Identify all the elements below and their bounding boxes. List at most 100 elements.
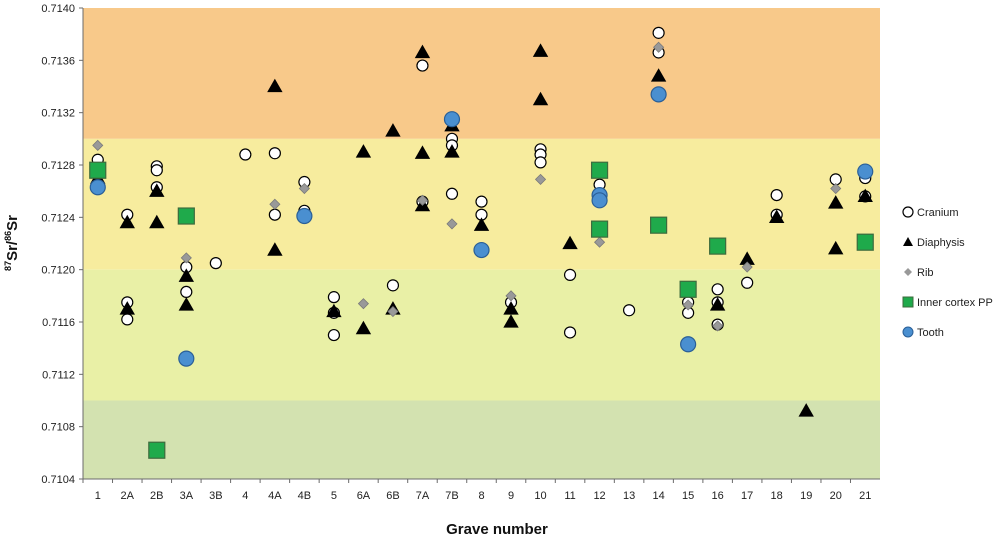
- cranium-point: [150, 164, 163, 177]
- legend: Cranium Diaphysis Rib Inner cortex PP Tooth: [902, 206, 993, 339]
- diaphysis-point: [650, 68, 667, 82]
- x-tick-label: 8: [478, 490, 484, 502]
- inner-cortex-pp-point: [177, 207, 195, 225]
- x-tick-label: 12: [593, 490, 605, 502]
- legend-marker-diaphysis: [903, 237, 913, 246]
- band-0: [83, 8, 880, 139]
- rib-point: [180, 252, 192, 264]
- x-tick-label: 9: [508, 490, 514, 502]
- legend-marker-rib: [904, 268, 912, 276]
- y-axis-title-sup1: 87: [3, 261, 13, 271]
- legend-label: Rib: [917, 267, 934, 279]
- diaphysis-point: [326, 303, 342, 318]
- rib-point: [741, 261, 753, 273]
- rib-point: [534, 173, 547, 185]
- x-tick-labels: 1 2A 2B 3A 3B 4 4A 4B 5 6A 6B 7A 7B 8 9 10 11 12 13 14 15 16 1…: [82, 479, 871, 502]
- cranium-point: [121, 313, 134, 326]
- x-tick-label: 10: [534, 490, 546, 502]
- y-tick-label: 0.7132: [41, 108, 75, 120]
- inner-cortex-pp-point: [590, 220, 609, 238]
- legend-label: Inner cortex PP: [917, 297, 993, 309]
- diaphysis-point: [709, 297, 726, 311]
- x-tick-label: 11: [564, 490, 575, 502]
- diaphysis-point: [355, 144, 372, 158]
- y-tick-label: 0.7120: [41, 265, 75, 277]
- diaphysis-point: [828, 195, 844, 209]
- diaphysis-point: [178, 268, 195, 282]
- rib-point: [653, 41, 665, 53]
- x-tick-label: 21: [859, 490, 871, 502]
- y-tick-label: 0.7116: [42, 317, 75, 329]
- inner-cortex-pp-point: [709, 237, 727, 255]
- diaphysis-point: [857, 188, 873, 203]
- series-inner-cortex-pp: [89, 161, 874, 459]
- diaphysis-point: [503, 301, 519, 315]
- cranium-point: [239, 148, 252, 161]
- cranium-point: [652, 26, 665, 39]
- y-tick-label: 0.7108: [41, 422, 75, 434]
- y-tick-label: 0.7104: [41, 474, 75, 486]
- x-tick-label: 7B: [445, 490, 458, 502]
- y-tick-label: 0.7136: [41, 55, 75, 67]
- tooth-point: [680, 336, 697, 353]
- rib-point: [387, 305, 399, 318]
- diaphysis-point: [768, 209, 785, 223]
- legend-item: Tooth: [902, 326, 944, 339]
- rib-point: [416, 194, 429, 206]
- series-rib: [92, 41, 842, 332]
- cranium-point: [209, 257, 222, 270]
- x-tick-label: 18: [771, 490, 783, 502]
- cranium-point: [534, 156, 547, 169]
- axes: [82, 8, 880, 480]
- x-tick-label: 4B: [298, 490, 311, 502]
- tooth-point: [89, 179, 106, 196]
- x-tick-label: 6B: [386, 490, 399, 502]
- legend-label: Cranium: [917, 207, 959, 219]
- rib-point: [92, 139, 104, 151]
- rib-point: [505, 290, 517, 302]
- x-tick-label: 14: [652, 490, 664, 502]
- tooth-point: [178, 350, 195, 367]
- x-axis-title: Grave number: [446, 521, 548, 538]
- diaphysis-point: [562, 235, 578, 250]
- y-tick-label: 0.7128: [41, 160, 75, 172]
- x-tick-label: 5: [331, 490, 337, 502]
- y-axis-title: 87Sr/86Sr: [3, 215, 21, 271]
- legend-marker-inner-cortex: [902, 296, 914, 308]
- x-tick-label: 16: [712, 490, 724, 502]
- x-tick-label: 3B: [209, 490, 222, 502]
- x-tick-label: 2B: [150, 490, 163, 502]
- cranium-point: [327, 328, 341, 342]
- cranium-point: [563, 326, 577, 339]
- rib-point: [712, 320, 724, 332]
- rib-point: [594, 236, 606, 248]
- tooth-point: [591, 192, 608, 209]
- diaphysis-point: [414, 145, 431, 159]
- cranium-point: [741, 276, 754, 289]
- cranium-point: [475, 195, 488, 208]
- diaphysis-point: [119, 301, 135, 315]
- legend-label: Tooth: [917, 327, 944, 339]
- y-tick-labels: 0.7104 0.7108 0.7112 0.7116 0.7120 0.7124 0.71…: [41, 3, 83, 486]
- data-points: [89, 26, 874, 459]
- diaphysis-point: [414, 44, 431, 59]
- diaphysis-point: [267, 242, 283, 256]
- rib-point: [682, 299, 694, 311]
- x-tick-label: 3A: [180, 490, 194, 502]
- tooth-point: [296, 207, 313, 225]
- diaphysis-point: [473, 217, 490, 231]
- x-tick-label: 15: [682, 490, 694, 502]
- x-tick-label: 7A: [416, 490, 430, 502]
- legend-label: Diaphysis: [917, 237, 965, 249]
- cranium-point: [622, 304, 636, 317]
- cranium-point: [386, 279, 400, 292]
- diaphysis-point: [149, 214, 165, 229]
- band-2: [83, 269, 880, 401]
- inner-cortex-pp-point: [89, 161, 107, 179]
- cranium-point: [268, 147, 281, 160]
- tooth-point: [857, 163, 874, 180]
- legend-item: Inner cortex PP: [902, 296, 993, 309]
- diaphysis-point: [119, 214, 135, 229]
- x-tick-label: 13: [623, 490, 635, 502]
